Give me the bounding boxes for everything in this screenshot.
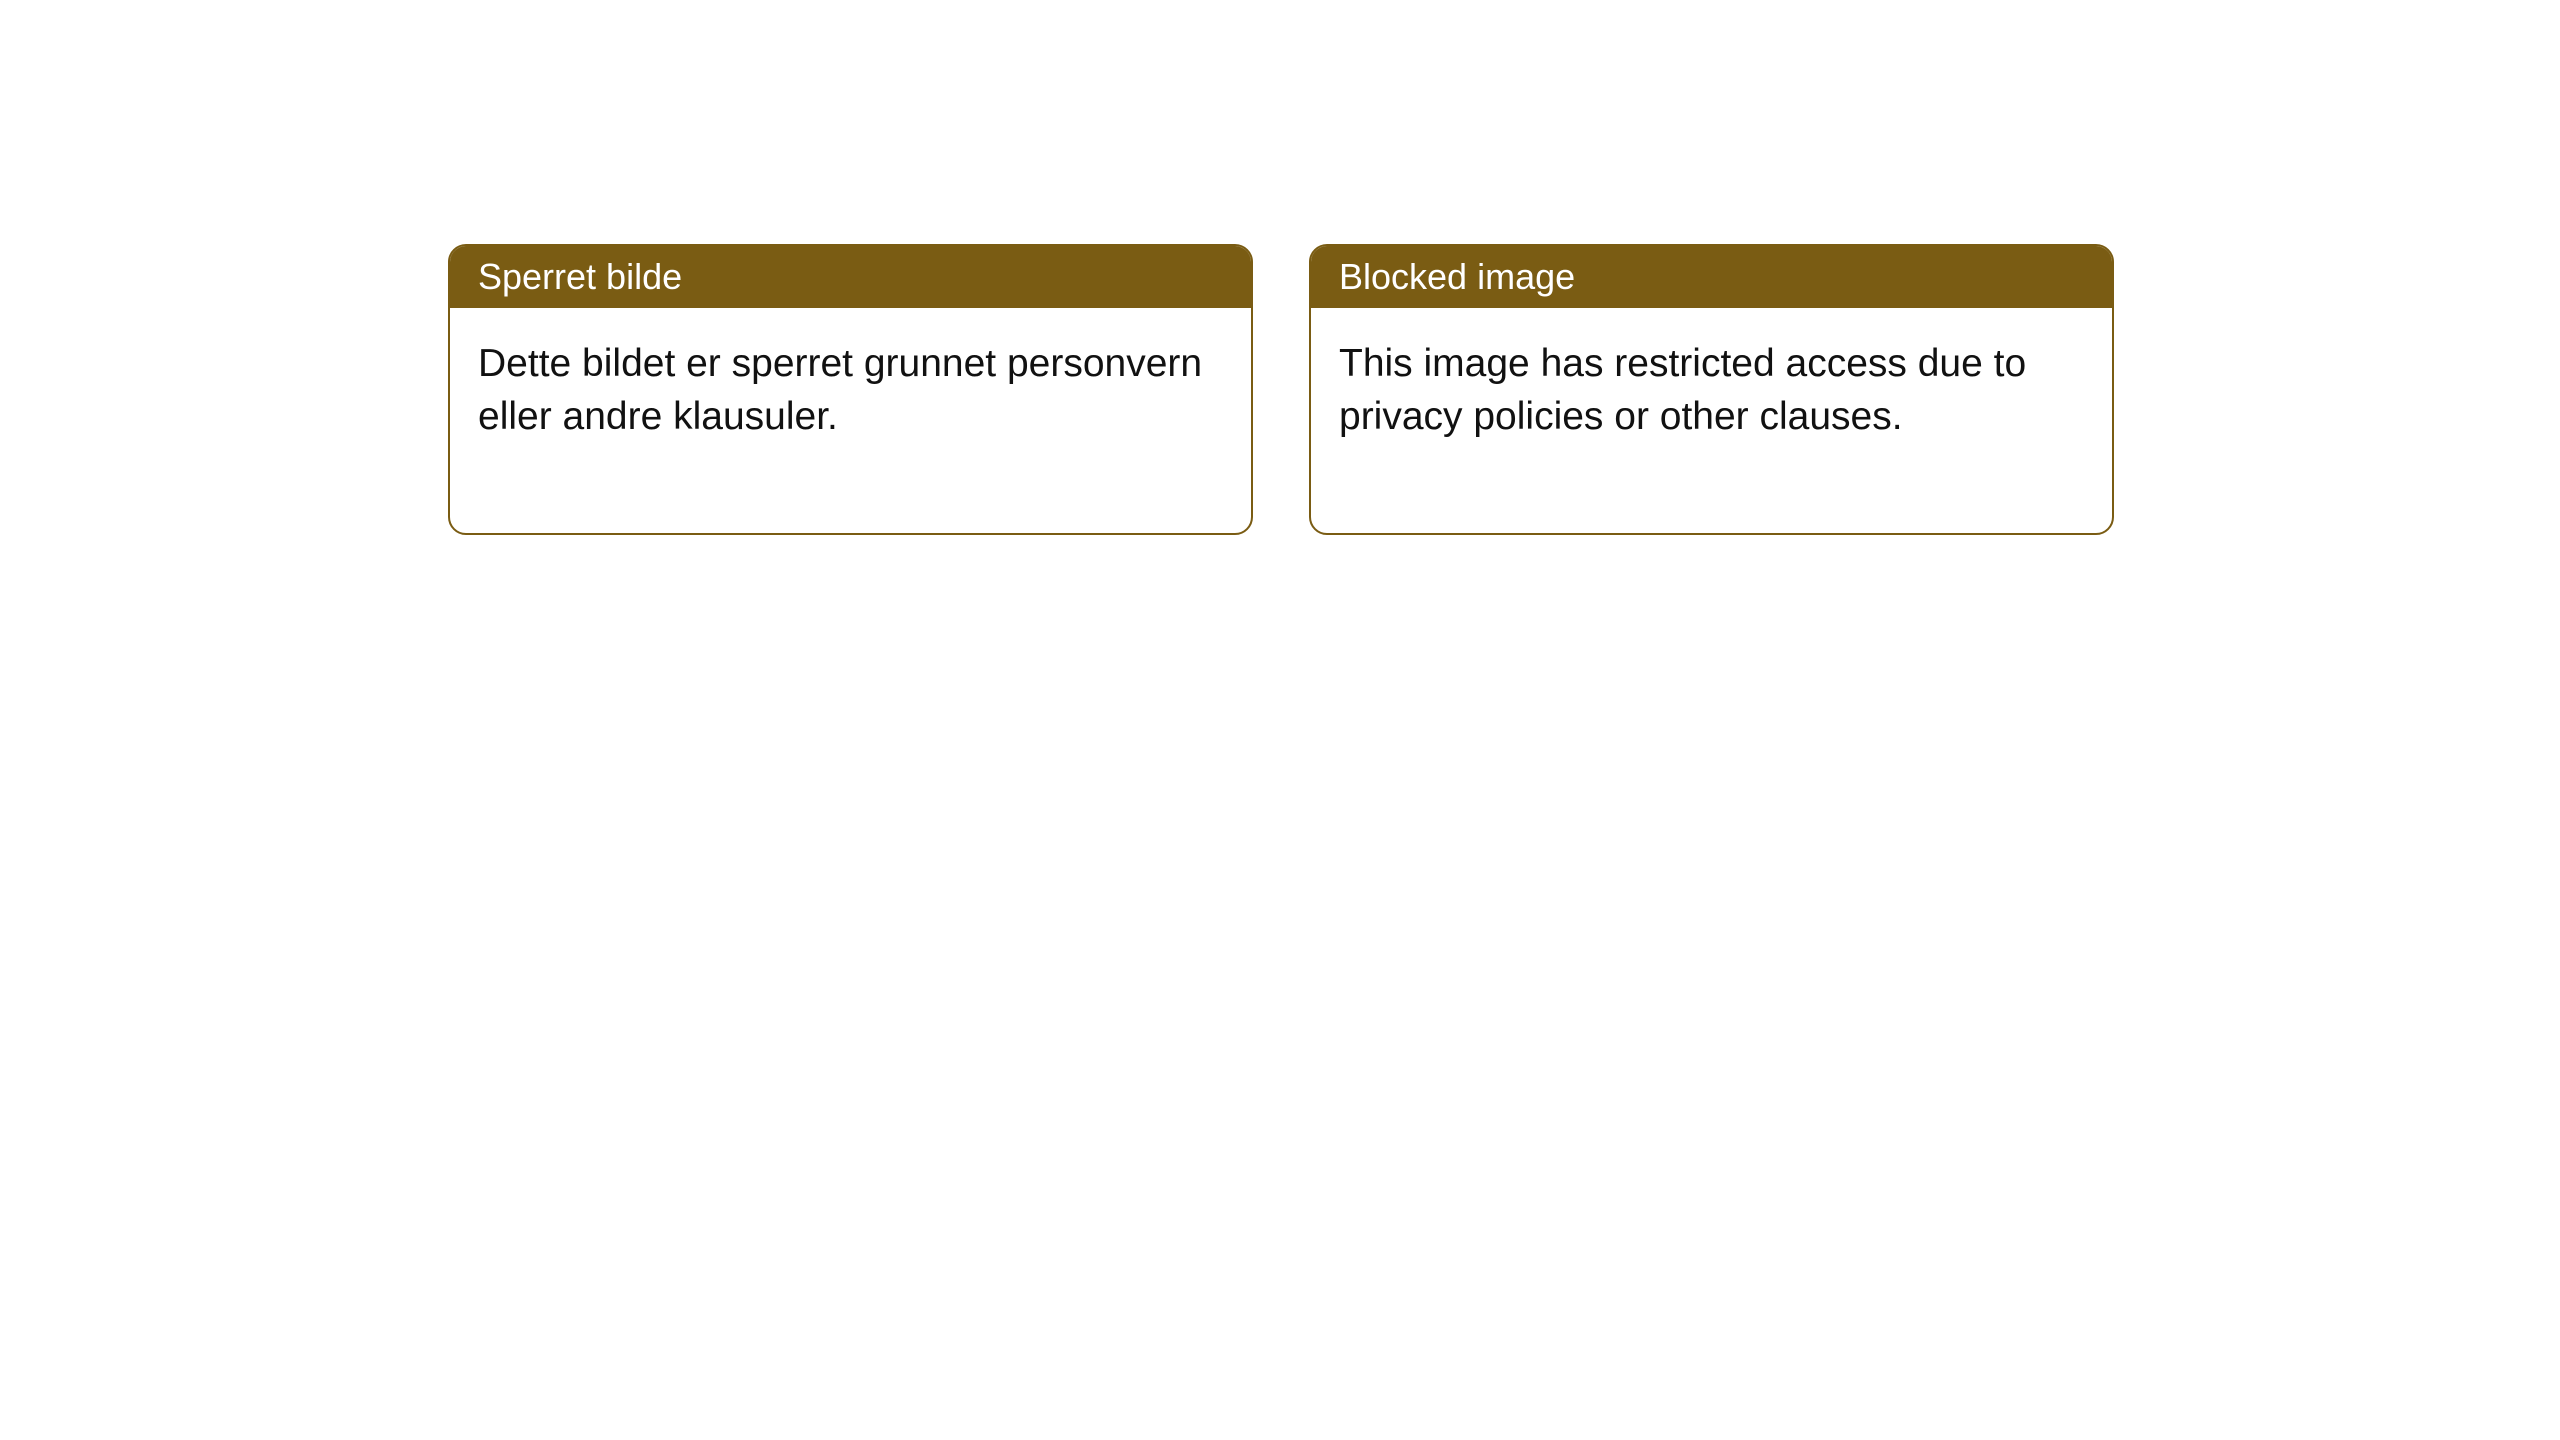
card-body-text: Dette bildet er sperret grunnet personve…: [478, 342, 1202, 438]
blocked-image-card-no: Sperret bilde Dette bildet er sperret gr…: [448, 244, 1253, 535]
card-title: Sperret bilde: [478, 256, 682, 297]
blocked-image-card-en: Blocked image This image has restricted …: [1309, 244, 2114, 535]
card-body-text: This image has restricted access due to …: [1339, 342, 2026, 438]
card-header: Blocked image: [1311, 246, 2112, 308]
card-header: Sperret bilde: [450, 246, 1251, 308]
card-title: Blocked image: [1339, 256, 1575, 297]
card-body: This image has restricted access due to …: [1311, 308, 2112, 533]
card-body: Dette bildet er sperret grunnet personve…: [450, 308, 1251, 533]
cards-container: Sperret bilde Dette bildet er sperret gr…: [448, 244, 2114, 535]
